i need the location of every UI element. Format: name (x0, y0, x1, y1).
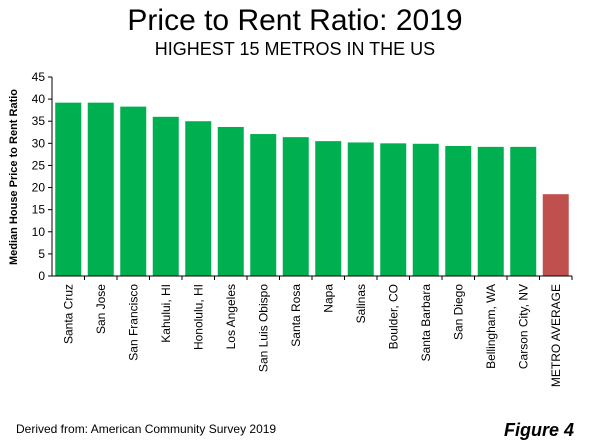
x-tick-label: Santa Cruz (61, 284, 75, 344)
x-tick-label: Carson City, NV (516, 284, 530, 369)
x-tick-label: Santa Barbara (419, 284, 433, 362)
bar-san-luis-obispo (250, 134, 277, 276)
bar-santa-barbara (412, 143, 439, 276)
x-tick-label: San Diego (451, 284, 465, 340)
x-tick-label: San Luis Obispo (256, 284, 270, 372)
bar-san-diego (445, 145, 472, 276)
bar-carson-city-nv (510, 146, 537, 276)
bar-napa (315, 141, 342, 276)
chart-subtitle: HIGHEST 15 METROS IN THE US (154, 39, 436, 59)
y-tick-label: 10 (32, 225, 46, 239)
y-tick-label: 45 (32, 70, 46, 84)
x-tick-label: Salinas (354, 284, 368, 323)
y-axis-ticks: 0 5 10 15 20 25 30 35 40 45 (32, 70, 52, 283)
bar-los-angeles (217, 126, 244, 277)
bar-santa-cruz (55, 102, 82, 276)
x-tick-label: Honolulu, HI (191, 284, 205, 350)
y-tick-label: 40 (32, 92, 46, 106)
bar-san-francisco (120, 106, 147, 276)
bars (55, 102, 569, 277)
bar-salinas (347, 142, 374, 276)
bar-honolulu-hi (185, 121, 212, 276)
bar-metro-average (542, 194, 569, 276)
bar-santa-rosa (282, 137, 309, 276)
y-tick-label: 20 (32, 181, 46, 195)
bar-san-jose (87, 102, 114, 276)
x-tick-label: Bellingham, WA (484, 284, 498, 369)
x-tick-label: Napa (321, 284, 335, 313)
x-tick-label: San Francisco (126, 284, 140, 361)
y-tick-label: 35 (32, 114, 46, 128)
y-tick-label: 0 (38, 269, 45, 283)
x-tick-label: Kahului, HI (159, 284, 173, 343)
x-axis-tick-labels: Santa Cruz San Jose San Francisco Kahului, … (61, 276, 573, 387)
y-tick-label: 5 (38, 247, 45, 261)
chart-title: Price to Rent Ratio: 2019 (127, 4, 463, 37)
x-tick-label: Santa Rosa (289, 284, 303, 347)
y-tick-label: 15 (32, 203, 46, 217)
y-tick-label: 30 (32, 136, 46, 150)
x-tick-label: San Jose (94, 284, 108, 334)
figure-label: Figure 4 (503, 420, 574, 440)
source-note: Derived from: American Community Survey … (16, 422, 277, 436)
x-tick-label: METRO AVERAGE (549, 284, 563, 387)
bar-boulder-co (380, 143, 407, 276)
x-tick-label: Boulder, CO (386, 284, 400, 349)
x-tick-label: Los Angeles (224, 284, 238, 349)
y-tick-label: 25 (32, 158, 46, 172)
bar-kahului-hi (152, 116, 179, 276)
bar-bellingham-wa (477, 146, 504, 276)
